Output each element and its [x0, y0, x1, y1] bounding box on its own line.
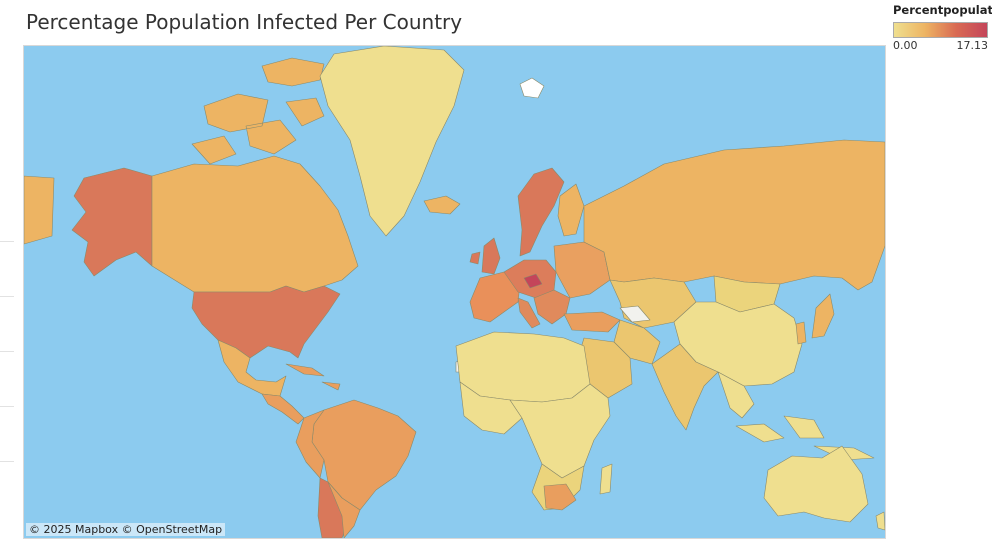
country-finland[interactable]: [557, 183, 585, 237]
country-southeast-asia[interactable]: [717, 371, 875, 461]
world-map[interactable]: © 2025 Mapbox © OpenStreetMap: [23, 45, 886, 539]
map-attribution[interactable]: © 2025 Mapbox © OpenStreetMap: [26, 523, 226, 536]
country-australia[interactable]: [763, 445, 869, 523]
country-india[interactable]: [651, 343, 719, 431]
country-peru[interactable]: [295, 409, 325, 479]
country-czechia[interactable]: [523, 273, 543, 289]
country-japan[interactable]: [811, 293, 835, 339]
country-italy[interactable]: [517, 297, 541, 329]
country-usa[interactable]: [191, 285, 341, 359]
country-argentina[interactable]: [327, 481, 361, 538]
country-west-africa[interactable]: [459, 381, 523, 435]
country-south-africa[interactable]: [543, 483, 577, 511]
legend-min-label: 0.00: [893, 39, 918, 52]
country-central-africa[interactable]: [509, 383, 611, 479]
country-greenland[interactable]: [319, 46, 465, 237]
country-north-africa[interactable]: [455, 331, 591, 403]
country-mexico[interactable]: [217, 339, 287, 397]
country-new-zealand[interactable]: [875, 511, 885, 531]
map-canvas[interactable]: [24, 46, 885, 538]
country-chukotka-edge[interactable]: [24, 175, 55, 245]
legend-labels: 0.00 17.13: [893, 39, 988, 52]
country-madagascar[interactable]: [599, 463, 613, 495]
country-turkey[interactable]: [563, 311, 621, 333]
country-central-america[interactable]: [261, 363, 341, 425]
legend-gradient-bar: [893, 22, 988, 38]
country-scandinavia[interactable]: [517, 167, 565, 257]
country-svalbard[interactable]: [519, 77, 545, 99]
legend-max-label: 17.13: [956, 39, 989, 52]
country-canada-islands[interactable]: [191, 57, 325, 165]
legend-title[interactable]: Percentpopulat...: [893, 3, 992, 17]
country-korea[interactable]: [795, 321, 807, 345]
color-legend[interactable]: Percentpopulat... 0.00 17.13: [893, 3, 992, 52]
country-iceland[interactable]: [423, 195, 461, 215]
map-title: Percentage Population Infected Per Count…: [26, 10, 463, 34]
country-uk[interactable]: [469, 237, 501, 275]
